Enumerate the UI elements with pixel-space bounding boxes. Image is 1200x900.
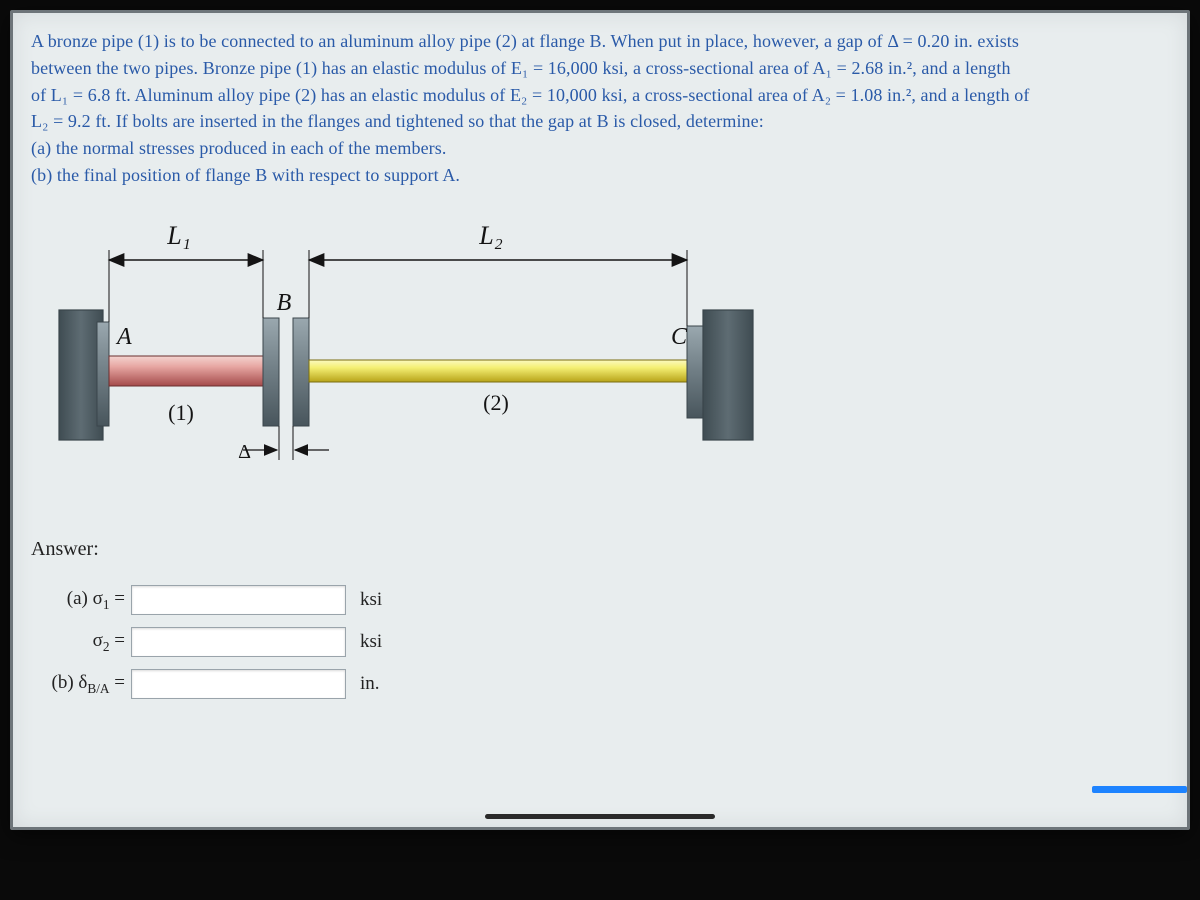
label-c: C bbox=[671, 324, 688, 350]
answer-section: Answer: (a) σ1 = ksi σ2 = ksi (b) δB/A =… bbox=[31, 538, 1169, 699]
delta-ba-input[interactable] bbox=[131, 669, 346, 699]
unit-label: in. bbox=[360, 673, 380, 695]
label-pipe2: (2) bbox=[483, 390, 509, 415]
label-b: B bbox=[277, 290, 292, 316]
problem-line: A bronze pipe (1) is to be connected to … bbox=[31, 29, 1169, 54]
problem-line: between the two pipes. Bronze pipe (1) h… bbox=[31, 56, 1169, 81]
sigma2-input[interactable] bbox=[131, 627, 346, 657]
unit-label: ksi bbox=[360, 589, 382, 611]
label-delta: Δ bbox=[238, 441, 251, 463]
bronze-pipe bbox=[109, 356, 263, 386]
problem-line: of L₁ = 6.8 ft. Aluminum alloy pipe (2) … bbox=[31, 83, 1169, 108]
support-c-wall bbox=[703, 310, 753, 440]
diagram-container: L₁ L₂ A B C (1) (2) Δ bbox=[31, 210, 1169, 500]
flange-c bbox=[687, 326, 703, 418]
problem-line: L₂ = 9.2 ft. If bolts are inserted in th… bbox=[31, 109, 1169, 134]
support-a-wall bbox=[59, 310, 103, 440]
answer-row: (b) δB/A = in. bbox=[31, 669, 1169, 699]
aluminum-pipe bbox=[309, 360, 687, 382]
label-a: A bbox=[115, 324, 132, 350]
problem-line: (b) the final position of flange B with … bbox=[31, 163, 1169, 188]
progress-accent-bar bbox=[1092, 786, 1187, 793]
answer-header: Answer: bbox=[31, 538, 1169, 561]
sigma1-label: (a) σ1 = bbox=[31, 588, 131, 613]
home-indicator bbox=[485, 814, 715, 819]
problem-statement: A bronze pipe (1) is to be connected to … bbox=[31, 29, 1169, 188]
label-l2: L₂ bbox=[478, 221, 503, 250]
label-l1: L₁ bbox=[166, 221, 191, 250]
sigma2-label: σ2 = bbox=[31, 630, 131, 655]
flange-b-left bbox=[263, 318, 279, 426]
label-pipe1: (1) bbox=[168, 400, 194, 425]
problem-line: (a) the normal stresses produced in each… bbox=[31, 136, 1169, 161]
sigma1-input[interactable] bbox=[131, 585, 346, 615]
answer-row: σ2 = ksi bbox=[31, 627, 1169, 657]
support-a-plate bbox=[97, 322, 109, 426]
question-window: A bronze pipe (1) is to be connected to … bbox=[10, 10, 1190, 830]
answer-row: (a) σ1 = ksi bbox=[31, 585, 1169, 615]
flange-b-right bbox=[293, 318, 309, 426]
unit-label: ksi bbox=[360, 631, 382, 653]
delta-ba-label: (b) δB/A = bbox=[31, 672, 131, 697]
pipe-diagram: L₁ L₂ A B C (1) (2) Δ bbox=[31, 210, 791, 500]
